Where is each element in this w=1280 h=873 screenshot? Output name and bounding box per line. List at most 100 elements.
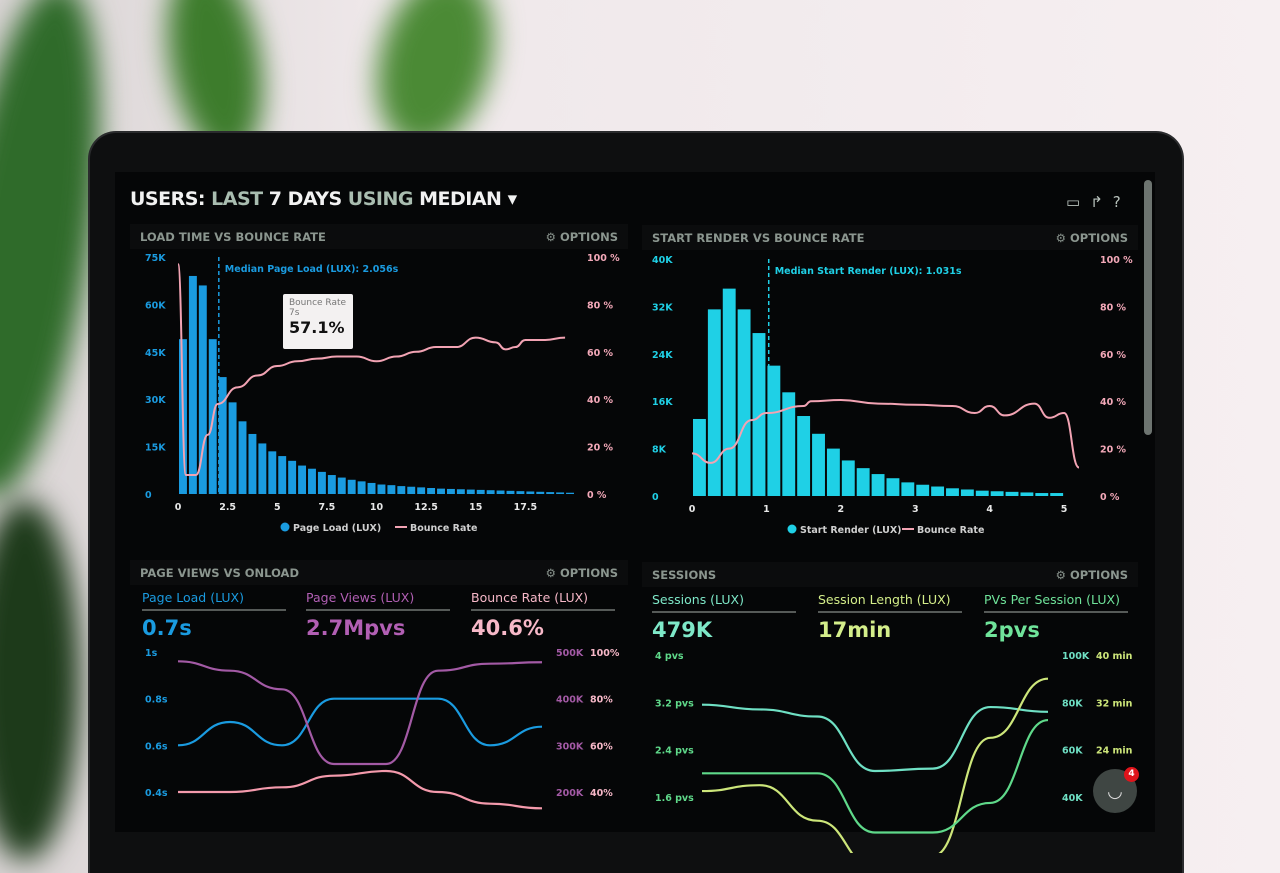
legend-label: Page Load (LUX) — [293, 523, 381, 534]
series-line — [701, 677, 1049, 853]
histogram-bar — [248, 433, 257, 494]
histogram-bar — [327, 475, 336, 494]
options-button[interactable]: ⚙ OPTIONS — [1055, 567, 1128, 582]
histogram-bar — [737, 309, 751, 496]
share-icon[interactable]: ↱ — [1090, 193, 1103, 211]
legend-label: Bounce Rate — [917, 525, 984, 536]
panel-title: PAGE VIEWS VS ONLOAD — [140, 565, 299, 580]
y2-tick-label: 0 % — [587, 490, 607, 501]
y3-tick-label: 32 min — [1096, 698, 1133, 709]
histogram-bar — [812, 433, 825, 496]
dashboard-screen — [115, 172, 1155, 832]
y-tick-label: 40K — [652, 255, 673, 266]
options-button[interactable]: ⚙ OPTIONS — [545, 229, 618, 244]
y-tick-label: 0 — [145, 490, 152, 501]
histogram-bar — [317, 471, 326, 494]
y2-tick-label: 400K — [556, 695, 584, 706]
histogram-bar — [407, 486, 416, 494]
histogram-bar — [288, 460, 297, 494]
options-button[interactable]: ⚙ OPTIONS — [1055, 230, 1128, 245]
histogram-bar — [417, 487, 426, 494]
histogram-bar — [238, 421, 247, 494]
panel-title: START RENDER VS BOUNCE RATE — [652, 230, 865, 245]
histogram-bar — [486, 490, 495, 494]
y-tick-label: 0.8s — [145, 695, 168, 706]
histogram-bar — [767, 365, 781, 496]
panel-title: LOAD TIME VS BOUNCE RATE — [140, 229, 326, 244]
y3-tick-label: 24 min — [1096, 746, 1133, 757]
metric-value: 2.7Mpvs — [306, 616, 406, 640]
chevron-down-icon[interactable]: ▾ — [507, 188, 518, 210]
chart-tooltip: Bounce Rate 7s 57.1% — [283, 294, 353, 349]
metric-label: Sessions (LUX) — [652, 592, 796, 613]
y-tick-label: 75K — [145, 253, 166, 264]
histogram-bar — [916, 484, 930, 496]
x-tick-label: 7.5 — [318, 502, 335, 513]
tooltip-x: 7s — [289, 308, 300, 318]
y2-tick-label: 300K — [556, 741, 584, 752]
median-label: Median Start Render (LUX): 1.031s — [775, 266, 962, 277]
metric-tile: Page Views (LUX) 2.7Mpvs — [306, 590, 450, 640]
y-tick-label: 16K — [652, 397, 673, 408]
metric-tile: Bounce Rate (LUX) 40.6% — [471, 590, 615, 640]
y-tick-label: 30K — [145, 395, 166, 406]
histogram-bar — [387, 485, 396, 494]
y-tick-label: 0 — [652, 492, 659, 503]
metric-value: 2pvs — [984, 618, 1040, 642]
x-tick-label: 3 — [912, 504, 919, 515]
y2-tick-label: 60 % — [587, 348, 614, 359]
legend-label: Bounce Rate — [410, 523, 477, 534]
histogram-bar — [886, 478, 900, 496]
series-line — [177, 769, 543, 810]
histogram-bar — [198, 285, 207, 494]
histogram-bar — [476, 489, 485, 494]
histogram-bar — [782, 392, 796, 496]
histogram-bar — [856, 468, 870, 496]
y2-tick-label: 100 % — [587, 253, 620, 264]
metric-value: 17min — [818, 618, 892, 642]
y-tick-label: 1s — [145, 648, 158, 659]
title-stat[interactable]: MEDIAN — [419, 188, 502, 210]
y2-tick-label: 60 % — [1100, 350, 1127, 361]
histogram-bar — [357, 481, 366, 494]
y2-tick-label: 80 % — [1100, 302, 1127, 313]
legend-marker — [280, 522, 290, 532]
series-line — [702, 718, 1049, 834]
median-label: Median Page Load (LUX): 2.056s — [225, 264, 399, 275]
options-button[interactable]: ⚙ OPTIONS — [545, 565, 618, 580]
panel-header-start-render: START RENDER VS BOUNCE RATE ⚙ OPTIONS — [642, 225, 1138, 250]
x-tick-label: 15 — [469, 502, 482, 513]
notification-badge: 4 — [1124, 767, 1139, 782]
histogram-bar — [397, 486, 406, 494]
scrollbar[interactable] — [1144, 180, 1152, 435]
monitor-icon[interactable]: ▭ — [1066, 193, 1081, 211]
histogram-bar — [960, 489, 974, 496]
histogram-bar — [377, 484, 386, 494]
y2-tick-label: 60K — [1062, 746, 1083, 757]
histogram-bar — [901, 482, 915, 496]
y2-tick-label: 100 % — [1100, 255, 1133, 266]
histogram-bar — [826, 448, 840, 496]
x-tick-label: 5 — [274, 502, 281, 513]
y3-tick-label: 100% — [590, 648, 620, 659]
top-toolbar: ▭ ↱ ? — [1066, 193, 1121, 211]
y3-tick-label: 40 min — [1096, 651, 1133, 662]
histogram-bar — [975, 490, 989, 496]
metric-value: 479K — [652, 618, 713, 642]
metric-value: 0.7s — [142, 616, 192, 640]
series-line — [177, 660, 543, 766]
y2-tick-label: 40 % — [587, 395, 614, 406]
histogram-bar — [308, 468, 316, 494]
y-tick-label: 60K — [145, 300, 166, 311]
title-range[interactable]: 7 DAYS — [268, 188, 342, 210]
tooltip-value: 57.1% — [289, 318, 345, 337]
legend-marker — [787, 524, 797, 534]
histogram-bar — [797, 416, 811, 496]
histogram-bar — [466, 489, 475, 494]
page-title[interactable]: USERS: LAST 7 DAYS USING MEDIAN ▾ — [130, 188, 517, 210]
help-icon[interactable]: ? — [1112, 193, 1121, 211]
histogram-bar — [506, 490, 515, 494]
y2-tick-label: 200K — [556, 788, 584, 799]
x-tick-label: 12.5 — [414, 502, 437, 513]
